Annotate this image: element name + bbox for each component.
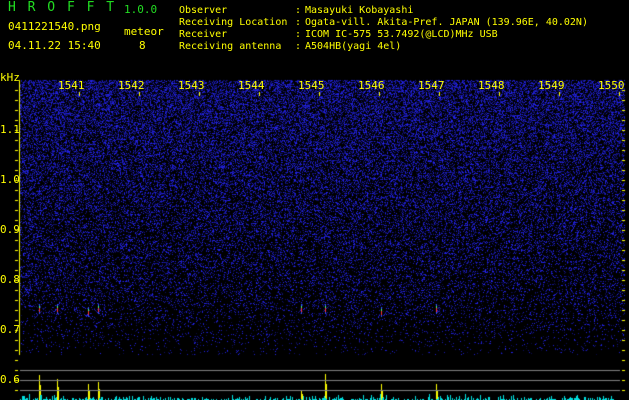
app-version: 1.0.0 — [124, 3, 158, 16]
x-tick-label: 1546 — [358, 79, 385, 92]
x-tick-label: 1549 — [538, 79, 565, 92]
y-tick-label: 0.9 — [0, 223, 20, 236]
meteor-label: meteor — [124, 25, 164, 38]
x-tick-label: 1545 — [298, 79, 325, 92]
y-tick-label: 0.7 — [0, 323, 20, 336]
app-title: H R O F F T — [8, 0, 117, 15]
location-value: Ogata-vill. Akita-Pref. JAPAN (139.96E, … — [305, 17, 588, 28]
meteor-count: 8 — [139, 39, 146, 52]
colon: : — [295, 29, 302, 40]
y-tick-label: 0.6 — [0, 373, 20, 386]
file-name: 0411221540.png — [8, 20, 101, 33]
x-tick-label: 1547 — [418, 79, 445, 92]
x-tick-label: 1541 — [58, 79, 85, 92]
colon: : — [295, 5, 302, 16]
y-tick-label: 1.1 — [0, 123, 20, 136]
receiver-label: Receiver — [179, 29, 228, 40]
colon: : — [295, 17, 302, 28]
location-label: Receiving Location — [179, 17, 288, 28]
antenna-label: Receiving antenna — [179, 41, 282, 52]
receiver-value: ICOM IC-575 53.7492(@LCD)MHz USB — [305, 29, 498, 40]
observer-label: Observer — [179, 5, 228, 16]
x-tick-label: 1543 — [178, 79, 205, 92]
y-tick-label: 1.0 — [0, 173, 20, 186]
file-datetime: 04.11.22 15:40 — [8, 39, 101, 52]
observer-value: Masayuki Kobayashi — [305, 5, 414, 16]
x-tick-label: 1548 — [478, 79, 505, 92]
x-tick-label: 1542 — [118, 79, 145, 92]
x-tick-label: 1544 — [238, 79, 265, 92]
antenna-value: A504HB(yagi 4el) — [305, 41, 402, 52]
colon: : — [295, 41, 302, 52]
y-tick-label: 0.8 — [0, 273, 20, 286]
y-axis-label: kHz — [0, 71, 20, 84]
x-tick-label: 1550 — [598, 79, 625, 92]
